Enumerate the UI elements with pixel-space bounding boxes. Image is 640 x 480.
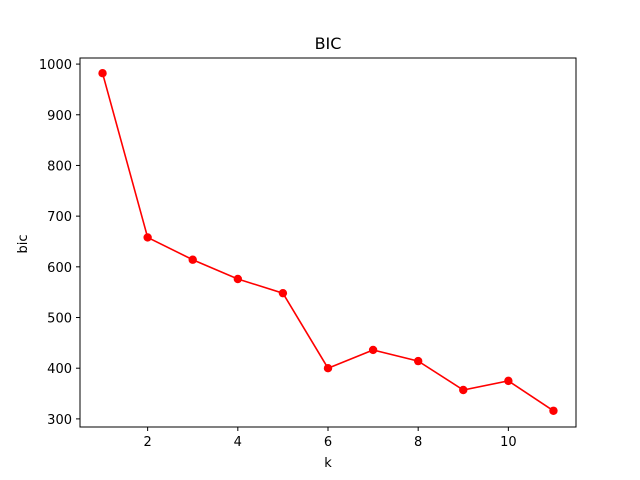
y-tick-label: 900 — [47, 109, 72, 124]
data-point — [278, 288, 288, 298]
y-tick-label: 700 — [47, 210, 72, 225]
x-tick-label: 2 — [143, 435, 151, 450]
y-axis-label: bic — [16, 234, 31, 253]
data-point — [413, 356, 423, 366]
y-tick-label: 500 — [47, 312, 72, 327]
y-tick-label: 1000 — [39, 58, 72, 73]
y-tick-label: 800 — [47, 159, 72, 174]
data-point — [368, 345, 378, 355]
data-point — [233, 274, 243, 284]
data-point — [143, 233, 152, 242]
plot-area: 2 4 6 8 10 300 400 500 600 700 800 900 1000 — [39, 57, 577, 450]
y-tick-label: 600 — [47, 261, 72, 276]
x-tick-label: 10 — [500, 435, 517, 450]
y-tick-label: 300 — [47, 413, 72, 428]
data-point — [459, 385, 468, 395]
chart-title: BIC — [315, 34, 342, 53]
x-tick-label: 8 — [414, 435, 422, 450]
data-point — [98, 69, 107, 78]
x-axis-label: k — [324, 456, 332, 471]
data-point — [504, 376, 513, 386]
data-point — [549, 406, 558, 415]
data-point — [188, 255, 197, 264]
y-tick-label: 400 — [47, 362, 72, 377]
x-tick-label: 4 — [234, 435, 242, 450]
x-tick-label: 6 — [324, 435, 332, 450]
data-point — [323, 364, 333, 373]
